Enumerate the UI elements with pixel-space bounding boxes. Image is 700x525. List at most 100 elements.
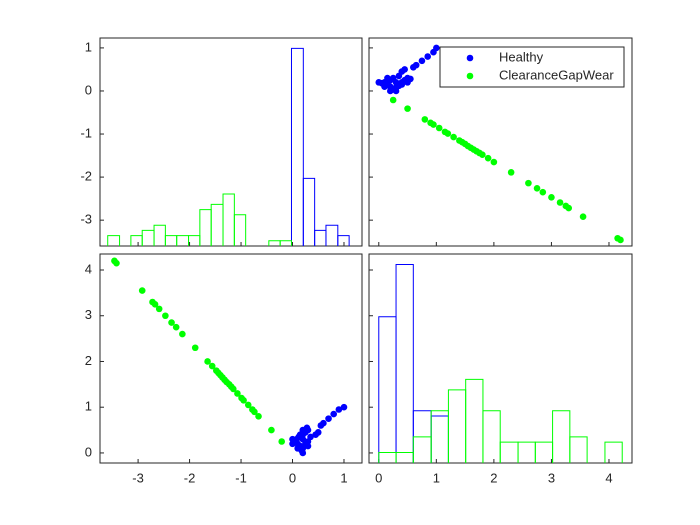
point [507,169,515,176]
point [255,413,262,420]
point [384,74,391,82]
point [268,426,275,434]
point [299,426,307,434]
point [204,358,211,365]
y-tick-label: 0 [85,444,92,459]
hist-bin [569,436,588,463]
y-tick-label: 3 [85,307,92,322]
x-tick-label: 3 [548,470,555,485]
hist-bin [233,214,247,246]
point [539,188,547,196]
point [484,154,492,162]
x-tick-label: -1 [235,470,247,485]
point [340,403,348,411]
legend-marker [466,54,474,62]
point [386,87,394,95]
point [289,435,296,443]
point [179,330,186,338]
point [330,410,337,418]
point [579,213,587,221]
y-tick-label: 0 [85,82,92,97]
point [450,133,457,141]
y-tick-label: -1 [80,125,92,140]
point [533,184,541,192]
point [289,440,296,448]
x-tick-label: 1 [340,470,347,485]
point [249,406,256,413]
point [111,257,118,265]
x-tick-label: -3 [132,470,144,485]
point [424,53,432,60]
point [479,151,486,159]
point [404,105,411,112]
point [234,390,241,397]
legend-label: Healthy [499,49,544,64]
point [389,96,397,104]
hist-bin [290,47,304,246]
point [490,158,498,166]
hist-bin [279,240,292,246]
point [525,179,532,187]
point [138,287,146,294]
point [335,406,343,413]
hist-bin [395,263,414,463]
point [238,394,245,402]
y-tick-label: 1 [85,39,92,54]
x-tick-label: 4 [605,470,612,485]
point [162,312,169,320]
point [398,81,406,88]
point [401,66,408,73]
point [320,419,327,427]
hist-bin [107,235,121,246]
point [418,57,426,65]
axes-box [99,37,363,247]
point [556,199,564,206]
point [617,236,624,244]
point [307,433,314,441]
point [149,298,156,306]
y-tick-label: -2 [80,169,92,184]
point [155,305,163,313]
x-tick-label: 2 [490,470,497,485]
point [304,442,312,450]
point [325,415,332,422]
hist-bin [482,410,501,463]
hist-bin [337,235,350,246]
point [208,362,216,370]
point [213,367,220,374]
x-tick-label: -2 [184,470,196,485]
x-tick-label: 1 [433,470,440,485]
y-tick-label: -3 [80,212,92,227]
x-tick-label: 0 [289,470,296,485]
point [444,130,452,137]
point [294,445,301,452]
point [548,194,555,201]
hist-bin [604,441,623,463]
point [435,124,443,132]
y-tick-label: 2 [85,353,92,368]
point [168,319,175,326]
point [565,204,572,212]
point [392,87,400,95]
y-tick-label: 4 [85,261,92,276]
point [412,61,420,69]
point [191,344,199,352]
point [389,74,397,82]
point [314,429,322,436]
point [244,401,252,409]
point [172,323,180,331]
legend-marker [466,72,474,80]
y-tick-label: 1 [85,399,92,414]
point [421,116,429,123]
point [433,44,440,52]
point [430,121,437,128]
point [381,83,388,90]
legend-label: ClearanceGapWear [499,67,614,82]
axes-box [99,253,363,464]
x-tick-label: 0 [375,470,382,485]
hist-bin [302,177,316,246]
point [404,79,411,86]
legend-box [439,46,625,88]
